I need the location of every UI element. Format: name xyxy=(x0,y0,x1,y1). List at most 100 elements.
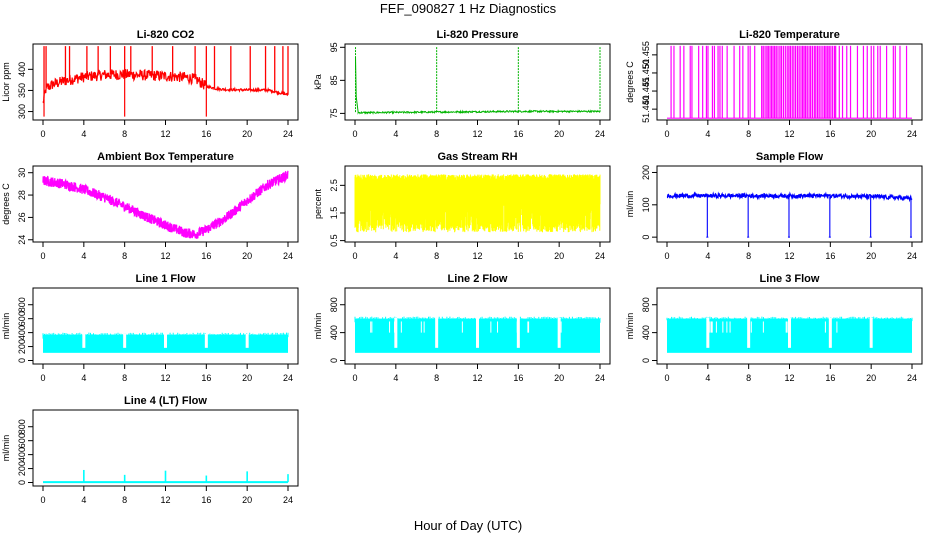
x-tick-label: 12 xyxy=(160,373,170,383)
x-tick-label: 12 xyxy=(160,129,170,139)
flow-gap xyxy=(164,333,167,348)
x-tick-label: 16 xyxy=(201,373,211,383)
x-tick-label: 4 xyxy=(81,129,86,139)
x-tick-label: 8 xyxy=(434,129,439,139)
bar xyxy=(762,45,764,119)
bar xyxy=(800,45,802,119)
panel: Ambient Box Temperature degrees C 0 4 8 12 16 2… xyxy=(1,151,299,261)
series-1 xyxy=(355,47,601,115)
bar xyxy=(822,45,824,119)
x-tick-label: 4 xyxy=(393,129,398,139)
x-tick-label: 12 xyxy=(472,373,482,383)
bar xyxy=(827,45,829,119)
y-tick-label: 800 xyxy=(17,419,27,434)
bar xyxy=(782,45,785,119)
x-tick-label: 20 xyxy=(554,251,564,261)
x-tick-label: 0 xyxy=(664,251,669,261)
panel: Gas Stream RH percent 0 4 8 12 16 20 24 0.5 1.5 2.5 xyxy=(313,151,611,261)
bar xyxy=(764,45,766,119)
bar xyxy=(815,45,817,119)
y-tick-label: 0 xyxy=(329,358,339,363)
series-2 xyxy=(667,45,912,119)
bar xyxy=(830,45,832,119)
bar xyxy=(761,45,763,119)
x-tick-label: 12 xyxy=(472,129,482,139)
bar xyxy=(813,45,815,119)
flow-gap xyxy=(123,333,127,348)
x-tick-label: 16 xyxy=(825,251,835,261)
x-tick-label: 12 xyxy=(160,495,170,505)
series-0 xyxy=(42,46,289,117)
bar xyxy=(791,45,793,119)
flow-gap xyxy=(394,317,398,348)
x-tick-label: 16 xyxy=(201,251,211,261)
x-tick-label: 24 xyxy=(595,373,605,383)
x-tick-label: 8 xyxy=(746,251,751,261)
x-tick-label: 20 xyxy=(242,129,252,139)
x-tick-label: 0 xyxy=(40,495,45,505)
bar xyxy=(803,45,805,119)
x-tick-label: 24 xyxy=(907,373,917,383)
panel-title: Line 1 Flow xyxy=(136,273,196,285)
x-tick-label: 12 xyxy=(472,251,482,261)
y-tick-label: 300 xyxy=(17,104,27,119)
y-tick-label: 400 xyxy=(17,325,27,340)
panel-title: Line 2 Flow xyxy=(448,273,508,285)
panel-title: Gas Stream RH xyxy=(437,151,517,163)
flow-gap xyxy=(204,333,208,348)
y-tick-label: 800 xyxy=(329,297,339,312)
bar xyxy=(820,45,822,119)
y-axis-label: percent xyxy=(313,188,323,219)
x-tick-label: 20 xyxy=(554,129,564,139)
x-tick-label: 24 xyxy=(595,129,605,139)
y-tick-label: 2.5 xyxy=(329,179,339,192)
y-tick-label: 85 xyxy=(329,75,339,85)
y-tick-label: 0 xyxy=(17,358,27,363)
flow-gap xyxy=(557,317,561,348)
y-axis-label: ml/min xyxy=(313,313,323,340)
y-tick-label: 0.5 xyxy=(329,234,339,247)
panel-title: Li-820 CO2 xyxy=(137,29,194,41)
x-tick-label: 24 xyxy=(283,373,293,383)
x-tick-label: 4 xyxy=(393,251,398,261)
x-tick-label: 4 xyxy=(705,251,710,261)
x-tick-label: 20 xyxy=(554,373,564,383)
x-tick-label: 16 xyxy=(201,129,211,139)
y-axis-label: ml/min xyxy=(625,313,635,340)
x-tick-label: 24 xyxy=(595,251,605,261)
panel-title: Li-820 Temperature xyxy=(739,29,840,41)
y-tick-label: 51.440 xyxy=(641,95,651,123)
y-tick-label: 24 xyxy=(17,235,27,245)
bar xyxy=(798,45,800,119)
panel-title: Li-820 Pressure xyxy=(437,29,519,41)
flow-gap xyxy=(82,333,86,348)
x-tick-label: 0 xyxy=(352,251,357,261)
bar xyxy=(766,45,768,119)
x-tick-label: 20 xyxy=(242,373,252,383)
x-tick-label: 4 xyxy=(81,495,86,505)
panel: Line 1 Flow ml/min 0 4 8 12 16 20 24 0 20040060080… xyxy=(1,273,299,383)
y-axis-label: ml/min xyxy=(625,191,635,218)
y-tick-label: 400 xyxy=(329,325,339,340)
bar xyxy=(810,45,812,119)
panel-title: Line 3 Flow xyxy=(760,273,820,285)
panel: Line 3 Flow ml/min 0 4 8 12 16 20 24 0 400 800 xyxy=(625,273,923,383)
bar xyxy=(825,45,827,119)
panel-title: Ambient Box Temperature xyxy=(97,151,234,163)
x-tick-label: 16 xyxy=(513,129,523,139)
x-tick-label: 16 xyxy=(825,373,835,383)
y-tick-label: 1.5 xyxy=(329,207,339,220)
x-tick-label: 20 xyxy=(866,129,876,139)
series-4 xyxy=(354,174,601,233)
x-tick-label: 12 xyxy=(784,129,794,139)
x-tick-label: 24 xyxy=(907,251,917,261)
y-tick-label: 200 xyxy=(17,461,27,476)
series-7 xyxy=(354,316,601,353)
figure-title: FEF_090827 1 Hz Diagnostics xyxy=(379,1,557,16)
flow-gap xyxy=(706,317,710,348)
x-tick-label: 16 xyxy=(513,251,523,261)
y-tick-label: 400 xyxy=(17,447,27,462)
bar xyxy=(818,45,820,119)
